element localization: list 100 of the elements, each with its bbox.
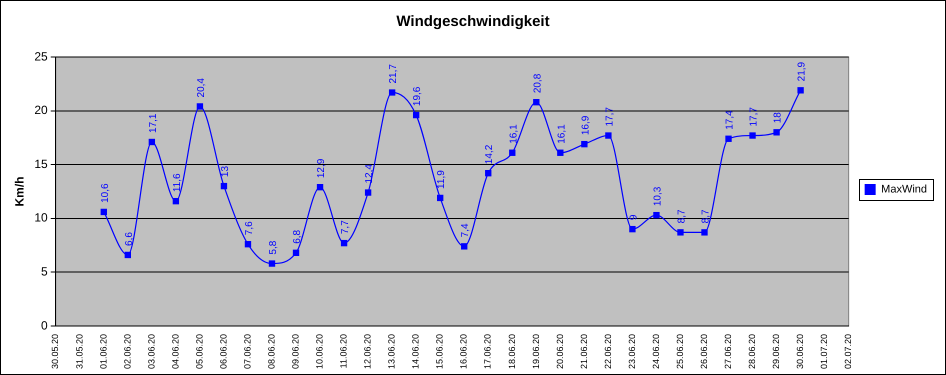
x-tick-label: 28.06.20 [747,334,758,370]
y-tick-label: 25 [34,49,48,64]
point [557,150,564,156]
point [196,103,204,110]
x-tick-label: 07.06.20 [242,334,252,370]
x-tick-label: 27.06.20 [723,334,734,370]
point [797,87,804,94]
y-tick-label: 0 [41,318,48,332]
point [388,89,396,96]
data-label: 14,2 [484,144,496,164]
x-tick-label: 16.06.20 [458,334,469,370]
data-label: 16,1 [508,124,520,144]
x-tick-label: 09.06.20 [290,334,301,370]
point [701,229,708,236]
x-tick-label: 26.06.20 [698,334,709,370]
point [773,129,780,136]
data-label: 19,6 [412,86,424,106]
point [509,150,516,156]
point [244,241,252,248]
point [412,112,420,118]
x-tick-label: 17.06.20 [482,334,493,370]
point [292,250,300,256]
point [172,198,180,204]
x-tick-label: 29.06.20 [771,334,782,370]
point [220,182,228,190]
data-label: 11,9 [436,170,448,189]
point [533,99,540,106]
point [437,194,444,202]
data-label: 17,1 [148,113,159,133]
data-label: 20,8 [532,73,544,94]
x-tick-label: 30.06.20 [795,334,806,370]
x-tick-label: 22.06.20 [602,334,613,370]
x-tick-label: 21.06.20 [578,334,589,370]
x-tick-label: 18.06.20 [506,334,517,370]
x-tick-label: 20.06.20 [554,334,565,370]
x-tick-label: 13.06.20 [386,334,397,370]
x-tick-label: 11.06.20 [338,334,349,368]
x-tick-label: 01.06.20 [98,334,108,370]
point [316,184,324,190]
data-label: 20,4 [196,78,207,98]
y-tick-label: 10 [34,210,48,225]
point [340,240,348,246]
data-label: 21,7 [388,64,400,84]
data-label: 10,6 [100,183,111,203]
data-label: 11,6 [172,173,183,192]
data-label: 13 [220,166,231,178]
x-tick-label: 01.07.20 [819,334,830,370]
point [725,136,732,142]
y-tick-label: 20 [34,103,48,118]
data-label: 9 [628,214,640,220]
data-label: 17,4 [724,110,736,130]
data-label: 17,7 [748,106,760,127]
point [581,140,588,148]
data-label: 8,7 [676,209,688,224]
data-label: 7,6 [244,220,255,236]
point [653,212,660,218]
x-tick-label: 25.06.20 [674,334,685,370]
data-label: 5,8 [268,240,279,255]
data-label: 7,7 [340,220,352,234]
data-label: 21,9 [796,61,808,82]
data-label: 12,9 [316,158,328,178]
x-tick-label: 08.06.20 [266,334,276,370]
x-tick-label: 04.06.20 [170,334,180,370]
x-tick-label: 30.05.20 [50,334,60,370]
point [364,189,372,196]
data-label: 10,3 [652,186,664,206]
x-tick-label: 02.06.20 [122,334,132,370]
point [605,132,612,139]
data-label: 16,9 [580,115,592,136]
data-label: 17,7 [604,106,616,127]
data-label: 18 [772,112,784,124]
data-label: 6,8 [292,229,304,244]
point [629,226,636,232]
x-tick-label: 19.06.20 [530,334,541,370]
x-tick-label: 03.06.20 [146,334,156,370]
y-tick-label: 15 [34,156,48,171]
point [677,229,684,236]
data-label: 8,7 [700,209,712,224]
point [485,170,492,176]
x-tick-label: 12.06.20 [362,334,373,370]
x-tick-label: 06.06.20 [218,334,228,370]
x-tick-label: 05.06.20 [194,334,204,370]
y-tick-label: 5 [41,264,48,278]
point [124,252,132,258]
x-tick-label: 31.05.20 [74,334,84,370]
x-tick-label: 15.06.20 [434,334,445,370]
chart-title: Windgeschwindigkeit [396,13,550,30]
point [100,208,107,216]
data-label: 7,4 [460,223,472,238]
x-tick-label: 24.06.20 [650,334,661,370]
legend-label: MaxWind [881,184,927,196]
x-tick-label: 10.06.20 [314,334,325,370]
data-label: 16,1 [556,124,568,144]
x-tick-label: 02.07.20 [843,334,854,370]
y-axis-title: Km/h [12,176,27,206]
x-tick-label: 14.06.20 [410,334,421,370]
point [148,138,156,146]
x-tick-label: 23.06.20 [626,334,637,370]
data-label: 6,6 [124,232,135,246]
point [461,243,468,250]
